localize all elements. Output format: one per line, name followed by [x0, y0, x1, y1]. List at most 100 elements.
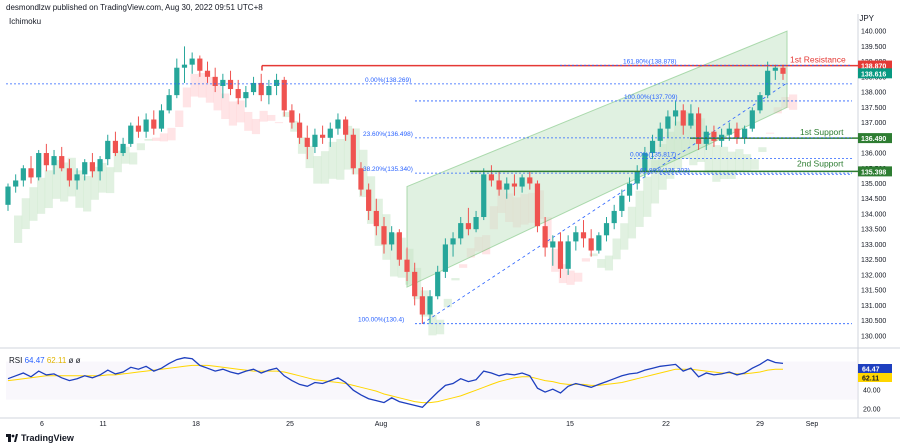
time-axis-tick: 18 — [192, 421, 200, 428]
support-1-label: 1st Support — [800, 127, 844, 137]
price-tag-text: 136.490 — [861, 136, 886, 143]
cloud-segment — [789, 94, 798, 110]
candle-body — [573, 232, 579, 242]
price-axis-tick: 140.000 — [861, 29, 886, 36]
candle-body — [296, 122, 303, 138]
cloud-segment — [719, 146, 729, 180]
cloud-segment — [198, 73, 207, 98]
fib-label: 100.00%(137.709) — [624, 94, 678, 101]
cloud-segment — [44, 170, 53, 209]
candle-body — [258, 82, 264, 96]
candle-body — [373, 210, 379, 227]
cloud-segment — [620, 223, 629, 250]
candle-body — [742, 128, 748, 138]
cloud-segment — [106, 167, 115, 194]
candle-body — [335, 119, 341, 129]
cloud-segment — [451, 278, 460, 281]
price-axis: 140.000139.500139.000138.500138.000137.5… — [858, 29, 892, 340]
candle-body — [695, 113, 702, 144]
candle-body — [680, 110, 686, 126]
candle-body — [212, 76, 218, 86]
candle-body — [89, 162, 96, 172]
cloud-segment — [251, 118, 261, 135]
candle-body — [366, 189, 372, 211]
candles — [5, 46, 786, 324]
cloud-segment — [144, 138, 153, 141]
candle-body — [780, 67, 786, 74]
candle-body — [327, 128, 333, 138]
cloud-segment — [121, 146, 130, 164]
cloud-segment — [597, 259, 606, 268]
candle-body — [442, 244, 448, 272]
price-axis-tick: 130.000 — [861, 333, 886, 340]
candle-body — [657, 128, 663, 141]
cloud-segment — [297, 137, 307, 154]
cloud-segment — [14, 215, 23, 243]
cloud-segment — [37, 177, 46, 214]
cloud-segment — [313, 156, 322, 184]
fib-label: 61.80%(135.303) — [640, 167, 690, 174]
cloud-segment — [113, 150, 122, 173]
indicator-label[interactable]: Ichimoku — [9, 17, 42, 26]
cloud-segment — [635, 190, 644, 227]
cloud-segment — [758, 147, 767, 152]
price-axis-tick: 130.500 — [861, 318, 886, 325]
cloud-segment — [236, 100, 245, 123]
candle-body — [13, 180, 19, 187]
cloud-segment — [228, 101, 238, 126]
tradingview-logo[interactable]: TradingView — [6, 433, 74, 443]
candle-body — [557, 241, 564, 269]
cloud-segment — [612, 238, 621, 260]
price-axis-tick: 136.000 — [861, 151, 886, 158]
candle-body — [5, 186, 11, 205]
candle-body — [204, 70, 211, 77]
candle-body — [527, 177, 533, 184]
fib-label: 100.00%(130.4) — [358, 317, 404, 324]
cloud-segment — [221, 93, 230, 120]
cloud-segment — [175, 110, 184, 127]
cloud-segment — [152, 137, 161, 141]
candle-body — [396, 232, 402, 260]
candle-body — [112, 140, 119, 154]
candle-body — [135, 125, 142, 132]
candle-body — [626, 183, 633, 196]
price-tag-text: 135.398 — [861, 169, 886, 176]
candle-body — [36, 153, 42, 178]
candle-body — [688, 113, 694, 126]
rsi-title: RSI — [9, 356, 23, 365]
candle-body — [458, 223, 464, 239]
time-axis-tick: Sep — [806, 421, 819, 428]
cloud-segment — [90, 166, 99, 200]
cloud-segment — [60, 162, 69, 202]
price-axis-tick: 134.500 — [861, 196, 886, 203]
cloud-segment — [727, 151, 736, 179]
price-axis-tick: 134.000 — [861, 211, 886, 218]
cloud-segment — [428, 314, 437, 336]
candle-body — [534, 183, 541, 227]
cloud-segment — [765, 132, 775, 134]
cloud-segment — [551, 248, 560, 272]
candle-body — [250, 82, 257, 93]
cloud-segment — [558, 264, 567, 284]
cloud-segment — [443, 298, 452, 308]
candle-body — [312, 134, 318, 147]
candle-body — [496, 180, 502, 190]
candle-body — [596, 235, 602, 251]
cloud-segment — [159, 133, 168, 142]
candle-body — [642, 153, 648, 172]
cloud-segment — [21, 198, 30, 230]
cloud-segment — [136, 143, 145, 151]
cloud-segment — [735, 149, 744, 172]
rsi-axis-tick: 40.00 — [863, 388, 881, 395]
cloud-segment — [29, 187, 38, 221]
candle-body — [450, 238, 456, 245]
brand-name: TradingView — [21, 433, 74, 443]
candle-body — [20, 168, 26, 181]
rsi-legend[interactable]: RSI 64.47 62.11 ø ø — [9, 356, 81, 365]
candle-body — [603, 223, 610, 236]
price-axis-tick: 132.500 — [861, 257, 886, 264]
candle-body — [726, 128, 732, 135]
cloud-segment — [167, 127, 176, 141]
